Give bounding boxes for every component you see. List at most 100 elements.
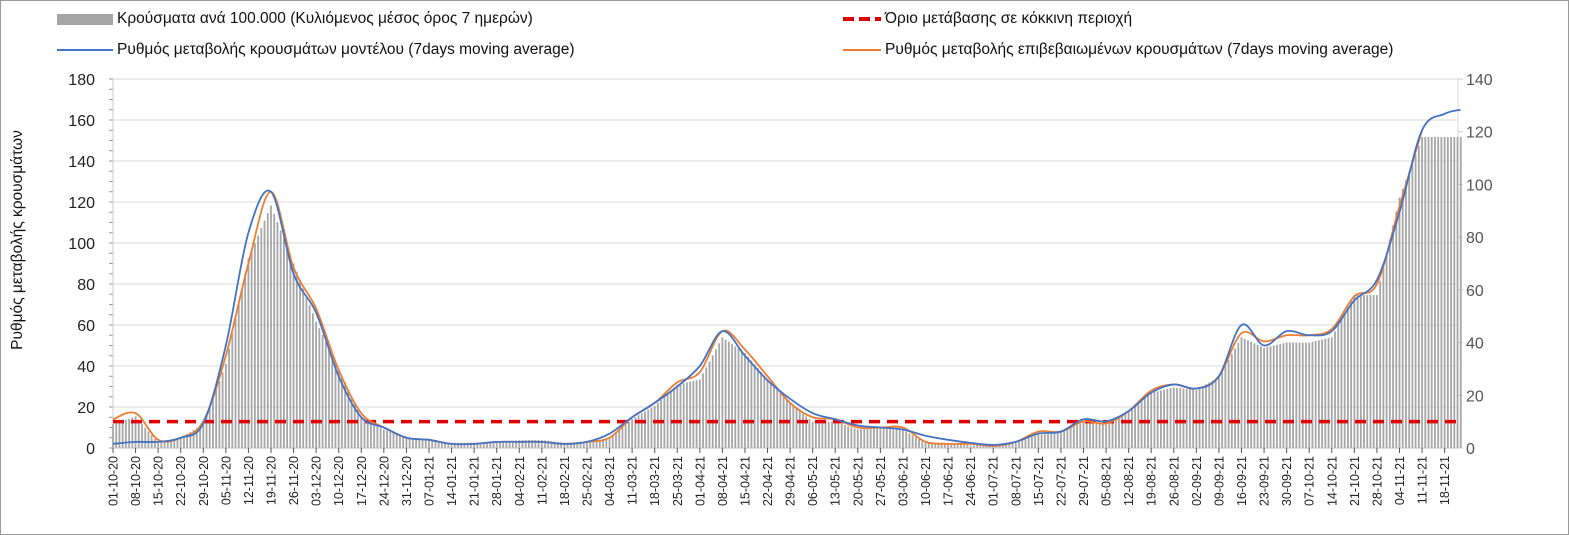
bar — [1440, 136, 1443, 448]
bar — [1453, 136, 1456, 448]
bar — [1334, 331, 1336, 448]
bar — [582, 442, 585, 448]
x-tick-label: 15-07-21 — [1032, 456, 1046, 506]
bar — [373, 423, 376, 448]
bar — [950, 443, 953, 448]
bar — [189, 431, 192, 448]
bar — [279, 230, 282, 448]
bar — [463, 442, 466, 448]
bar — [1443, 136, 1446, 448]
bar — [663, 396, 666, 448]
bar — [370, 422, 372, 448]
bar — [1253, 343, 1256, 448]
bar — [266, 213, 269, 448]
bar — [902, 429, 904, 448]
bar — [885, 427, 888, 448]
bar — [244, 273, 247, 448]
bar — [940, 442, 943, 448]
right-tick-label: 20 — [1466, 388, 1484, 405]
bar — [773, 386, 775, 448]
bar — [1376, 295, 1378, 448]
bar — [866, 428, 869, 448]
bar — [353, 402, 356, 448]
bar — [428, 440, 430, 448]
bar — [331, 355, 334, 448]
bar — [1008, 443, 1011, 448]
bar — [1024, 439, 1027, 448]
bar — [1337, 325, 1340, 448]
legend-item-bars: Κρούσματα ανά 100.000 (Κυλιόμενος μέσος … — [57, 10, 533, 28]
bar — [750, 360, 753, 448]
bar — [669, 390, 672, 448]
bar — [1401, 188, 1404, 448]
bar — [1285, 342, 1288, 448]
bar — [1266, 347, 1269, 448]
bar — [1308, 342, 1311, 448]
bar — [228, 348, 230, 448]
bar — [982, 445, 985, 448]
bar — [1327, 338, 1330, 448]
bar — [589, 441, 592, 448]
bar — [618, 429, 621, 448]
bar — [205, 415, 208, 448]
bar — [721, 337, 724, 448]
bar — [847, 426, 850, 448]
left-tick-label: 20 — [77, 400, 95, 417]
bar — [695, 380, 698, 448]
bar — [208, 406, 211, 448]
bar — [1189, 389, 1191, 448]
bar — [560, 442, 563, 448]
bar — [121, 420, 124, 448]
bar — [821, 421, 824, 448]
bar — [1237, 342, 1240, 448]
bar — [1356, 295, 1359, 448]
bar — [1234, 348, 1236, 448]
bar — [1066, 429, 1069, 448]
bar — [1301, 342, 1304, 448]
legend-label-confirmed: Ρυθμός μεταβολής επιβεβαιωμένων κρουσμάτ… — [885, 41, 1394, 58]
bar — [1198, 388, 1201, 448]
bar — [1305, 342, 1307, 448]
bar — [615, 432, 617, 448]
bar — [1388, 239, 1391, 448]
bar — [531, 440, 534, 448]
bar — [853, 428, 856, 448]
bar — [1427, 136, 1430, 448]
x-tick-label: 24-12-20 — [377, 456, 391, 506]
bar — [1321, 339, 1324, 448]
x-tick-label: 29-07-21 — [1077, 456, 1091, 506]
bar — [1085, 422, 1088, 448]
bar — [221, 372, 224, 448]
bar — [1350, 301, 1353, 448]
x-tick-label: 29-10-20 — [197, 456, 211, 506]
x-tick-label: 10-06-21 — [919, 456, 933, 506]
bar — [1053, 432, 1056, 448]
bar — [1269, 346, 1272, 448]
bar — [1395, 211, 1398, 448]
bar — [1121, 414, 1124, 448]
bar — [576, 442, 579, 448]
bar — [1221, 371, 1224, 448]
bar — [911, 435, 914, 448]
bar — [366, 420, 369, 448]
bar — [1205, 384, 1207, 448]
left-tick-label: 140 — [68, 154, 95, 171]
bar — [247, 258, 250, 448]
x-tick-label: 11-11-21 — [1416, 456, 1430, 504]
x-tick-label: 24-06-21 — [964, 456, 978, 506]
bar — [1279, 344, 1282, 448]
bar — [1263, 347, 1265, 448]
bar — [824, 421, 827, 448]
bar — [1111, 420, 1114, 448]
bar — [440, 441, 443, 448]
bar — [724, 339, 727, 448]
bar — [315, 321, 318, 448]
bar — [1101, 423, 1104, 448]
model-line — [112, 108, 1461, 446]
bar — [985, 445, 988, 448]
bar — [1150, 392, 1153, 448]
bar — [1446, 136, 1449, 448]
left-tick-label: 180 — [68, 72, 95, 89]
bar — [1060, 432, 1062, 448]
x-tick-label: 28-01-21 — [490, 456, 504, 506]
